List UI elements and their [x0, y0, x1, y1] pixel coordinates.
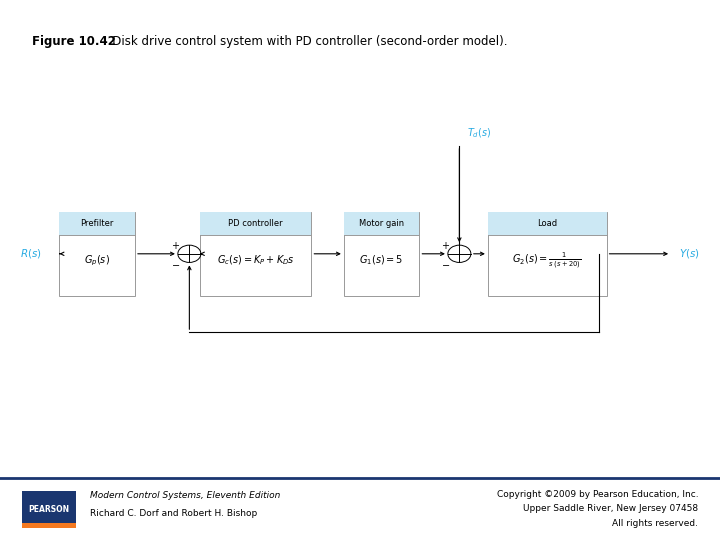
- Text: Disk drive control system with PD controller (second-order model).: Disk drive control system with PD contro…: [101, 35, 508, 48]
- Text: $T_d(s)$: $T_d(s)$: [467, 127, 491, 140]
- Text: Motor gain: Motor gain: [359, 219, 404, 228]
- Bar: [199, 212, 311, 234]
- Text: $G_1(s) = 5$: $G_1(s) = 5$: [359, 254, 404, 267]
- Text: $G_2(s) = \frac{1}{s\,(s+20)}$: $G_2(s) = \frac{1}{s\,(s+20)}$: [513, 251, 582, 271]
- Text: +: +: [171, 241, 179, 251]
- Text: Copyright ©2009 by Pearson Education, Inc.: Copyright ©2009 by Pearson Education, In…: [497, 490, 698, 498]
- Bar: [488, 212, 606, 296]
- Bar: [199, 212, 311, 296]
- Text: Upper Saddle River, New Jersey 07458: Upper Saddle River, New Jersey 07458: [523, 504, 698, 513]
- Bar: [488, 212, 606, 234]
- Text: −: −: [172, 261, 181, 271]
- Bar: [344, 212, 419, 234]
- Bar: [22, 523, 76, 528]
- Bar: [60, 212, 135, 234]
- Text: $R(s)$: $R(s)$: [20, 247, 42, 260]
- Text: Load: Load: [537, 219, 557, 228]
- Text: PD controller: PD controller: [228, 219, 283, 228]
- Text: $G_c(s) = K_P + K_D s$: $G_c(s) = K_P + K_D s$: [217, 254, 294, 267]
- Bar: [60, 212, 135, 296]
- Text: All rights reserved.: All rights reserved.: [613, 519, 698, 528]
- Text: Prefilter: Prefilter: [81, 219, 114, 228]
- Text: +: +: [441, 241, 449, 251]
- Bar: [344, 212, 419, 296]
- Circle shape: [178, 245, 201, 262]
- Text: −: −: [442, 261, 451, 271]
- Text: Figure 10.42: Figure 10.42: [32, 35, 116, 48]
- Text: PEARSON: PEARSON: [28, 505, 69, 514]
- Text: $Y(s)$: $Y(s)$: [679, 247, 700, 260]
- Bar: [22, 491, 76, 528]
- Text: $G_p(s)$: $G_p(s)$: [84, 253, 110, 268]
- Text: Richard C. Dorf and Robert H. Bishop: Richard C. Dorf and Robert H. Bishop: [90, 509, 257, 517]
- Circle shape: [448, 245, 471, 262]
- Text: Modern Control Systems, Eleventh Edition: Modern Control Systems, Eleventh Edition: [90, 491, 280, 500]
